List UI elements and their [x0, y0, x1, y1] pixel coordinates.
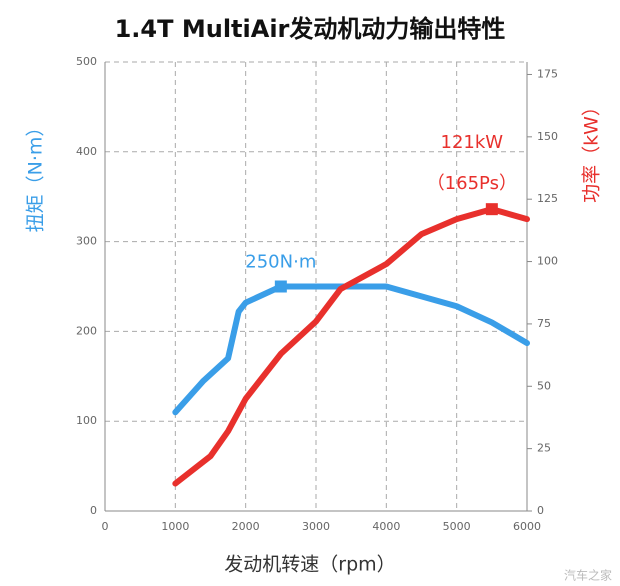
y2-tick-label: 50: [537, 379, 551, 392]
x-tick-label: 3000: [302, 520, 330, 533]
chart-title: 1.4T MultiAir发动机动力输出特性: [115, 15, 506, 43]
series-line: [172, 283, 530, 416]
annotation: 250N·m: [245, 252, 316, 273]
peak-marker: [485, 203, 498, 216]
y-tick-label: 500: [76, 55, 97, 68]
y2-tick-label: 0: [537, 504, 544, 517]
y-tick-label: 200: [76, 324, 97, 337]
x-tick-label: 5000: [443, 520, 471, 533]
series-line: [172, 206, 530, 487]
y-tick-label: 100: [76, 414, 97, 427]
x-axis-title: 发动机转速（rpm）: [224, 554, 395, 576]
annotation: 121kW: [441, 132, 504, 153]
x-tick-label: 0: [102, 520, 109, 533]
y-axis-title: 扭矩（N·m）: [25, 118, 47, 233]
y-tick-label: 400: [76, 145, 97, 158]
y2-tick-label: 75: [537, 317, 551, 330]
x-tick-label: 1000: [161, 520, 189, 533]
x-tick-label: 6000: [513, 520, 541, 533]
y2-tick-label: 175: [537, 67, 558, 80]
y2-tick-label: 100: [537, 255, 558, 268]
y-tick-label: 300: [76, 235, 97, 248]
y-tick-label: 0: [90, 504, 97, 517]
x-tick-label: 2000: [232, 520, 260, 533]
y2-tick-label: 25: [537, 442, 551, 455]
watermark: 汽车之家: [564, 568, 612, 583]
peak-marker: [274, 280, 287, 293]
y2-axis-title: 功率（kW）: [581, 97, 603, 203]
y2-tick-label: 150: [537, 130, 558, 143]
annotation: （165Ps）: [427, 173, 517, 194]
y2-tick-label: 125: [537, 192, 558, 205]
x-tick-label: 4000: [372, 520, 400, 533]
